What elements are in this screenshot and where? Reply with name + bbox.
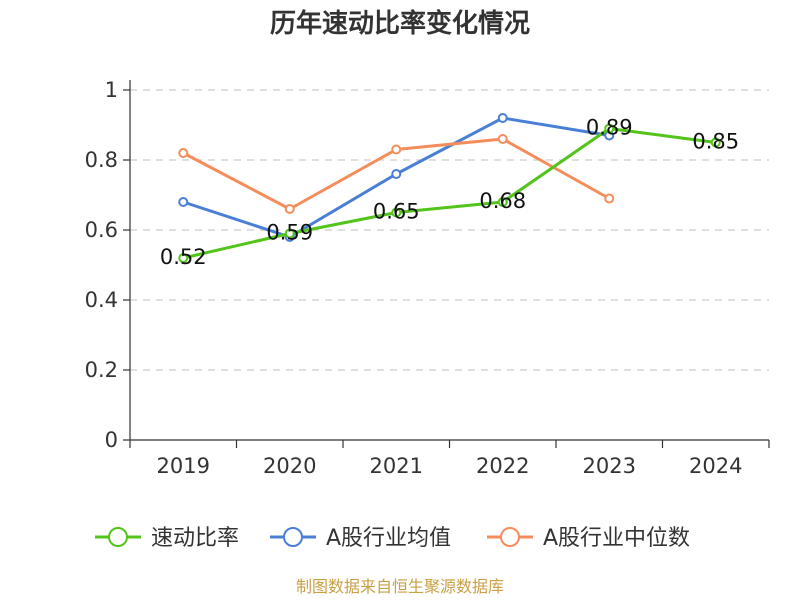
data-point — [284, 228, 295, 239]
x-tick-label: 2024 — [689, 454, 742, 478]
series-lines — [178, 113, 721, 263]
data-point — [497, 134, 508, 144]
data-label: 0.85 — [692, 130, 739, 154]
legend: 速动比率 A股行业均值 A股行业中位数 — [95, 526, 690, 551]
y-tick-label: 0.2 — [85, 358, 118, 382]
chart-title: 历年速动比率变化情况 — [270, 8, 530, 39]
y-tick-label: 1 — [105, 78, 118, 102]
data-label: 0.59 — [266, 221, 313, 245]
legend-label: A股行业中位数 — [543, 526, 690, 551]
x-tick-label: 2021 — [370, 454, 423, 478]
data-point — [178, 148, 189, 158]
legend-item[interactable]: 速动比率 — [95, 526, 239, 551]
data-point — [178, 253, 189, 263]
data-label: 0.68 — [479, 189, 526, 213]
y-tick-label: 0.4 — [85, 288, 118, 312]
data-point — [284, 204, 295, 214]
data-labels: 0.52 0.59 0.65 0.68 0.89 0.85 — [160, 116, 739, 270]
data-point — [391, 207, 402, 218]
x-tick-label: 2019 — [157, 454, 210, 478]
data-point — [497, 113, 508, 123]
data-label: 0.89 — [586, 116, 633, 140]
axes: 0 0.2 0.4 0.6 0.8 1 2019 2020 2021 2022 2023 2024 — [85, 78, 770, 478]
legend-swatch-marker — [108, 527, 128, 547]
legend-item[interactable]: A股行业中位数 — [487, 526, 690, 551]
data-point — [497, 197, 508, 207]
x-tick-label: 2023 — [583, 454, 636, 478]
legend-label: A股行业均值 — [326, 526, 451, 551]
legend-swatch-marker — [500, 527, 520, 547]
data-label: 0.65 — [373, 200, 420, 224]
x-tick-label: 2022 — [476, 454, 529, 478]
data-label: 0.52 — [160, 245, 207, 269]
y-tick-label: 0 — [105, 428, 118, 452]
data-point — [604, 123, 615, 134]
legend-swatch-marker — [283, 527, 303, 547]
data-point — [391, 169, 402, 179]
data-point — [710, 137, 721, 148]
series-line — [181, 127, 718, 260]
data-point — [391, 144, 402, 155]
x-tick-label: 2020 — [263, 454, 316, 478]
legend-item[interactable]: A股行业均值 — [270, 526, 451, 551]
y-tick-label: 0.6 — [85, 218, 118, 242]
source-note: 制图数据来自恒生聚源数据库 — [296, 577, 504, 596]
y-tick-label: 0.8 — [85, 148, 118, 172]
legend-label: 速动比率 — [151, 526, 239, 551]
data-point — [604, 193, 615, 204]
grid-lines — [130, 89, 769, 371]
data-point — [178, 197, 189, 207]
